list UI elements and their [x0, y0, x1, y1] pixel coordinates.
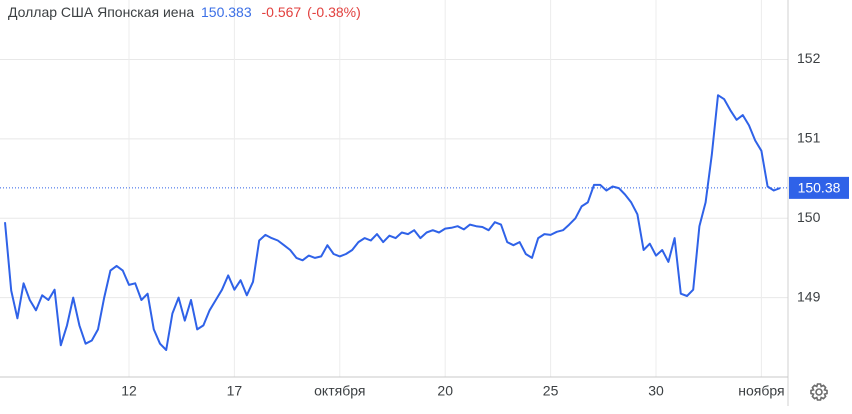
- y-tick-label: 151: [797, 130, 821, 146]
- x-tick-label: ноября: [738, 383, 784, 399]
- x-tick-label: 25: [543, 383, 559, 399]
- price: 150.383: [201, 4, 252, 20]
- header: Доллар США Японская иена 150.383 -0.567 …: [8, 4, 361, 20]
- instrument-name: Доллар США Японская иена: [8, 4, 195, 20]
- change-pct: (-0.38%): [307, 4, 361, 20]
- x-tick-label: 20: [437, 383, 453, 399]
- x-tick-label: октября: [314, 383, 365, 399]
- x-tick-label: 30: [648, 383, 664, 399]
- settings-icon[interactable]: [810, 383, 828, 401]
- current-price-label: 150.38: [798, 180, 841, 196]
- change: -0.567: [261, 4, 302, 20]
- price-line: [4, 94, 781, 351]
- marks: [0, 94, 788, 351]
- y-tick-label: 150: [797, 209, 821, 225]
- current-price-badge: [789, 176, 849, 199]
- x-tick-label: 17: [227, 383, 243, 399]
- x-tick-label: 12: [121, 383, 137, 399]
- grid: [0, 0, 788, 377]
- y-tick-label: 149: [797, 288, 821, 304]
- y-tick-label: 152: [797, 50, 821, 66]
